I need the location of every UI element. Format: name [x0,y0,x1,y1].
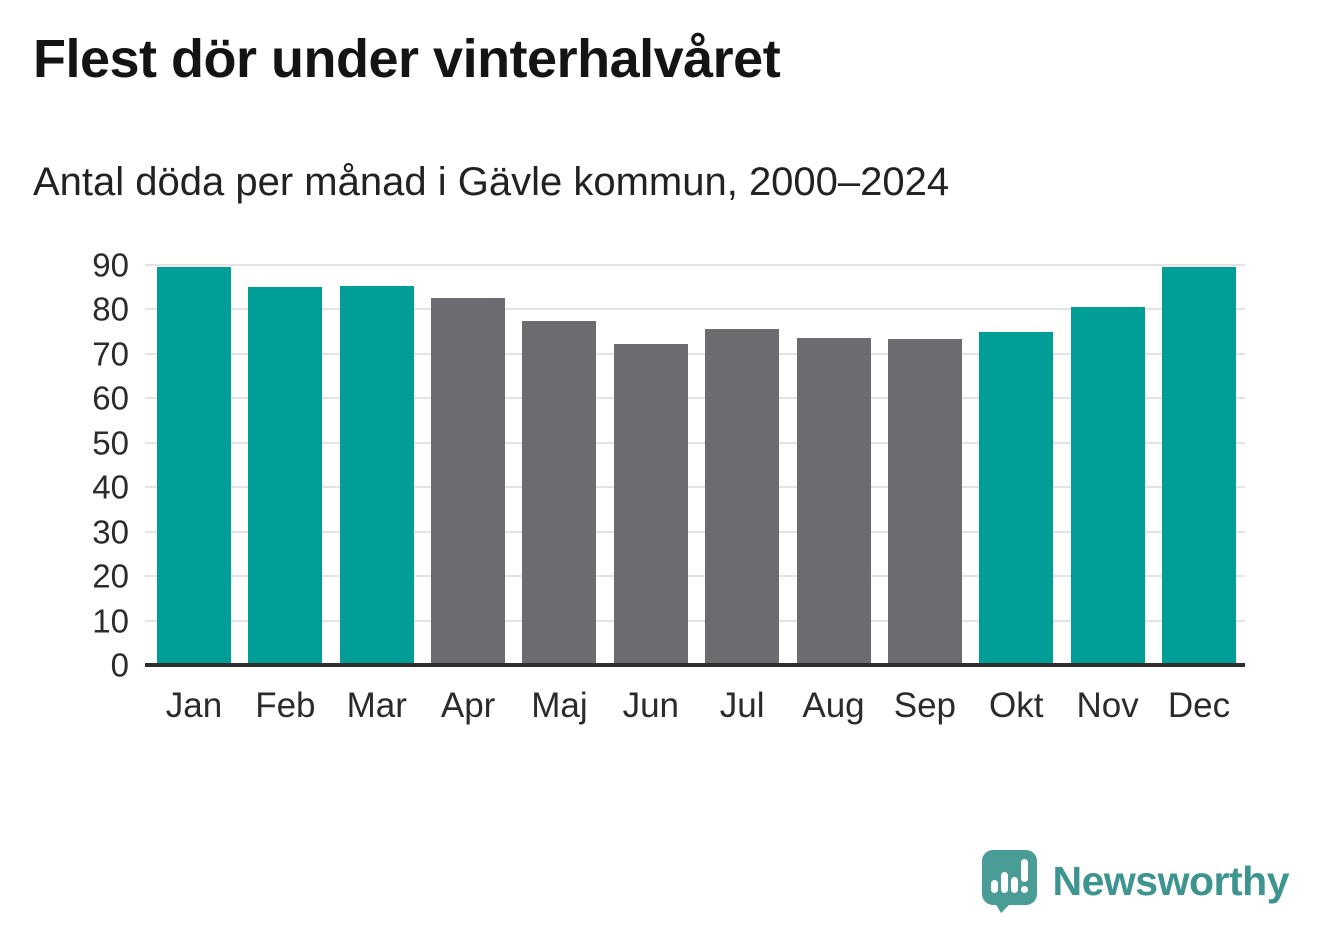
x-axis-label-jun: Jun [622,686,680,725]
x-axis-label-apr: Apr [440,686,496,725]
chart-title: Flest dör under vinterhalvåret [33,29,781,89]
x-axis-label-sep: Sep [893,686,957,725]
y-axis-tick-label-90: 90 [92,246,129,284]
brand-name: Newsworthy [1052,857,1290,904]
plot-area: 0 10 20 30 40 50 60 70 80 90 [92,249,1245,682]
bar-jan [157,267,231,665]
bar-nov [1070,307,1145,665]
y-axis-tick-label-80: 80 [92,290,129,328]
gridline-70 [145,352,1245,355]
newsworthy-logo-icon [981,850,1037,913]
y-axis-tick-label-50: 50 [92,424,129,462]
y-axis-tick-label-20: 20 [92,557,129,595]
y-axis-tick-label-0: 0 [110,646,129,684]
gridline-60 [145,397,1245,400]
x-axis-label-feb: Feb [255,686,316,725]
bar-aug [796,337,871,665]
bar-okt [979,331,1054,665]
bar-apr [431,297,506,665]
y-axis-tick-label-60: 60 [92,379,129,417]
x-axis-label-maj: Maj [531,686,588,725]
bar-sep [887,339,962,665]
bar-maj [522,321,597,665]
bar-mar [339,285,414,665]
x-axis-label-jul: Jul [719,686,765,725]
y-axis-tick-label-40: 40 [92,468,129,506]
gridline-20 [145,575,1245,578]
bar-group [145,265,1245,665]
gridline-90 [145,264,1245,266]
x-axis-label-mar: Mar [346,686,407,725]
bar-jun [613,343,688,665]
x-axis-label-jan: Jan [165,686,223,725]
x-axis-label-aug: Aug [802,686,865,725]
newsworthy-brand: Newsworthy [981,849,1290,913]
gridline-30 [145,530,1245,533]
bar-feb [248,287,323,665]
x-axis-label-nov: Nov [1076,686,1139,725]
bar-jul [705,329,780,665]
x-axis-labels: Jan Feb Mar Apr Maj Jun Jul Aug Sep Okt Nov Dec [145,686,1245,726]
chart-subtitle: Antal döda per månad i Gävle kommun, 200… [33,160,950,204]
y-axis-tick-label-30: 30 [92,513,129,551]
x-axis-label-okt: Okt [989,686,1044,725]
gridline-80 [145,308,1245,311]
y-axis-tick-label-10: 10 [92,602,129,640]
gridline-50 [145,441,1245,444]
y-axis-tick-label-70: 70 [92,335,129,373]
x-axis-label-dec: Dec [1167,686,1231,725]
bar-dec [1161,267,1236,665]
gridline-40 [145,486,1245,489]
x-axis-line [145,663,1245,667]
gridline-10 [145,619,1245,622]
